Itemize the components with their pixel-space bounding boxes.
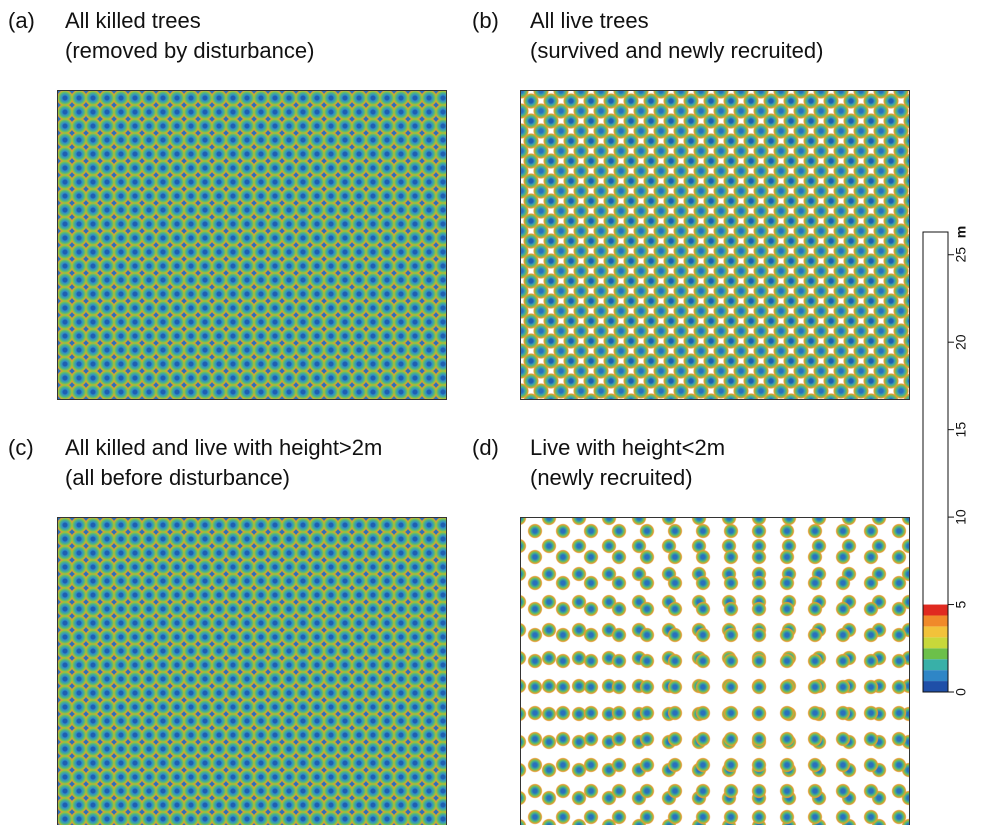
panel-label: (c)	[8, 435, 34, 460]
panel-title: Live with height<2m	[530, 435, 725, 460]
tick-label: 25	[953, 247, 969, 263]
overlay: (a) All killed trees (removed by disturb…	[0, 0, 997, 825]
color-segment	[923, 615, 948, 626]
unit-label: m	[953, 226, 969, 238]
panel-label: (a)	[8, 8, 35, 33]
panel-title: All live trees	[530, 8, 649, 33]
color-segment	[923, 670, 948, 681]
color-segment	[923, 626, 948, 637]
panel-title: All killed and live with height>2m	[65, 435, 382, 460]
figure: (a) All killed trees (removed by disturb…	[0, 0, 997, 825]
panel-label: (b)	[472, 8, 499, 33]
panel-title: All killed trees	[65, 8, 201, 33]
color-segment	[923, 648, 948, 659]
panel-title: (newly recruited)	[530, 465, 693, 490]
tick-label: 5	[953, 600, 969, 608]
tick-label: 10	[953, 509, 969, 525]
panel-title: (all before disturbance)	[65, 465, 290, 490]
panel-label: (d)	[472, 435, 499, 460]
color-segment	[923, 681, 948, 692]
tick-label: 20	[953, 334, 969, 350]
tick-label: 15	[953, 422, 969, 438]
panel-title: (survived and newly recruited)	[530, 38, 823, 63]
panel-title: (removed by disturbance)	[65, 38, 314, 63]
color-segment	[923, 659, 948, 670]
color-segment	[923, 605, 948, 616]
color-segment	[923, 637, 948, 648]
tick-label: 0	[953, 688, 969, 696]
